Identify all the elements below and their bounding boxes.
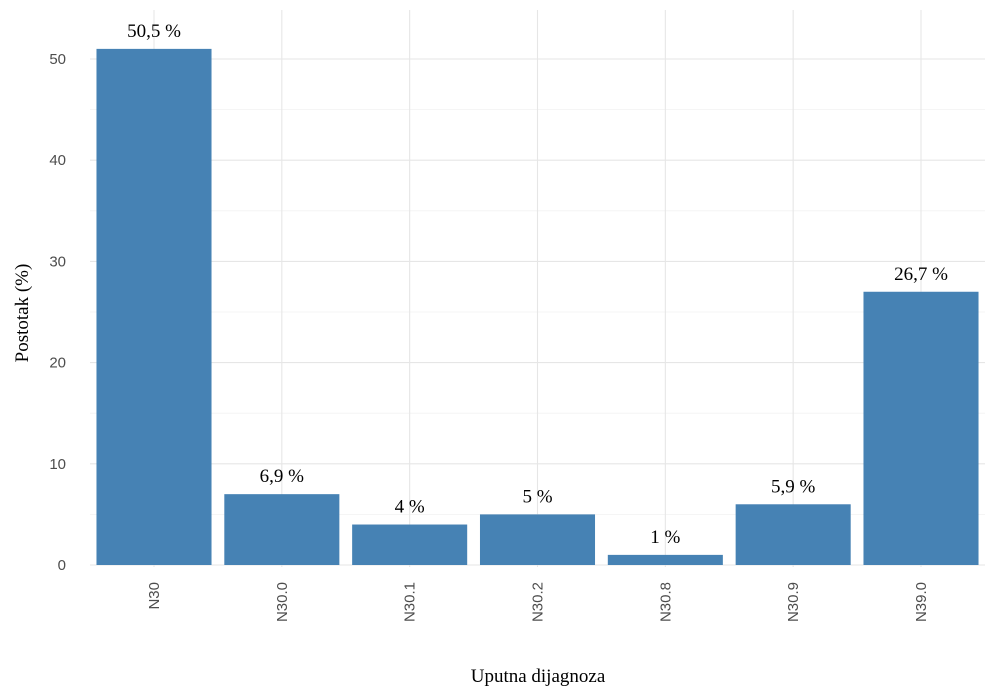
data-label: 5 % bbox=[522, 486, 552, 507]
data-label: 26,7 % bbox=[894, 264, 948, 285]
x-tick-label: N30.8 bbox=[657, 582, 674, 622]
x-tick-label: N30.9 bbox=[785, 582, 802, 622]
x-tick-label: N39.0 bbox=[913, 582, 930, 622]
data-label: 1 % bbox=[650, 527, 680, 548]
y-tick-label: 20 bbox=[49, 355, 66, 372]
data-labels: 50,5 % 6,9 % 4 % 5 % 1 % 5,9 % 26,7 % bbox=[127, 21, 948, 548]
y-tick-label: 40 bbox=[49, 152, 66, 169]
x-axis-tick-labels: N30 N30.0 N30.1 N30.2 N30.8 N30.9 N39.0 bbox=[146, 582, 930, 622]
bar bbox=[224, 494, 340, 565]
grid-lines bbox=[90, 10, 985, 567]
bars bbox=[96, 48, 979, 565]
y-axis-title: Postotak (%) bbox=[12, 264, 33, 363]
bar bbox=[863, 291, 979, 565]
y-tick-label: 50 bbox=[49, 51, 66, 68]
x-tick-label: N30 bbox=[146, 582, 163, 610]
y-tick-label: 10 bbox=[49, 456, 66, 473]
bar bbox=[96, 48, 212, 565]
bar bbox=[479, 514, 596, 565]
y-tick-label: 30 bbox=[49, 253, 66, 270]
bar bbox=[352, 524, 468, 565]
x-tick-label: N30.1 bbox=[402, 582, 419, 622]
y-axis-tick-labels: 0 10 20 30 40 50 bbox=[49, 51, 66, 574]
bar bbox=[735, 504, 851, 565]
x-tick-label: N30.2 bbox=[530, 582, 547, 622]
data-label: 6,9 % bbox=[260, 466, 305, 487]
x-tick-label: N30.0 bbox=[274, 582, 291, 622]
data-label: 4 % bbox=[395, 497, 425, 518]
bar bbox=[607, 554, 723, 565]
data-label: 5,9 % bbox=[771, 476, 816, 497]
data-label: 50,5 % bbox=[127, 21, 181, 42]
y-tick-label: 0 bbox=[58, 557, 66, 574]
x-axis-title: Uputna dijagnoza bbox=[471, 666, 606, 687]
